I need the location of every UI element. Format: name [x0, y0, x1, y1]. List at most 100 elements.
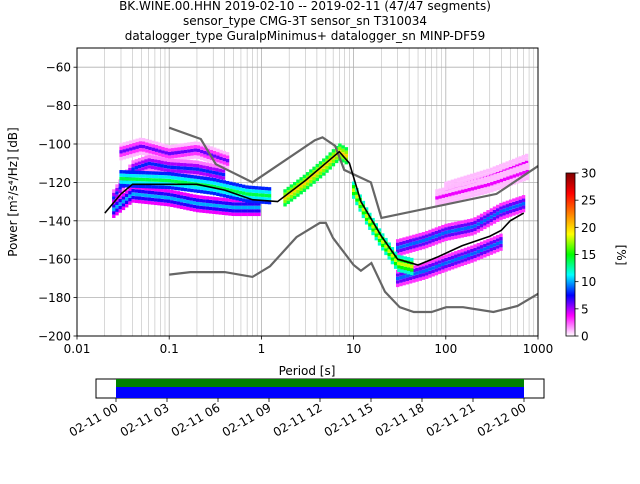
- density-cell: [425, 265, 429, 269]
- density-cell: [493, 174, 497, 178]
- density-cell: [212, 184, 217, 189]
- density-cell: [238, 183, 243, 188]
- density-cell: [122, 173, 127, 178]
- density-cell: [170, 193, 174, 197]
- density-cell: [374, 236, 378, 241]
- density-cell: [190, 141, 194, 146]
- density-cell: [157, 160, 161, 164]
- density-cell: [450, 252, 455, 256]
- density-cell: [132, 149, 136, 154]
- density-cell: [173, 158, 177, 163]
- density-cell: [415, 264, 419, 268]
- density-cell: [473, 258, 477, 262]
- density-cell: [125, 180, 130, 185]
- density-cell: [189, 204, 193, 208]
- density-cell: [518, 206, 523, 210]
- density-cell: [200, 142, 204, 147]
- density-cell: [128, 194, 132, 198]
- density-cell: [418, 243, 422, 247]
- density-cell: [179, 198, 184, 203]
- density-cell: [206, 190, 210, 195]
- density-cell: [480, 177, 484, 182]
- density-cell: [170, 200, 174, 204]
- density-cell: [464, 192, 468, 196]
- density-cell: [412, 241, 416, 246]
- density-cell: [515, 180, 520, 184]
- density-cell: [399, 252, 403, 256]
- density-cell: [212, 150, 217, 155]
- colorbar-tick-label: 0: [581, 330, 589, 344]
- density-cell: [492, 246, 497, 251]
- density-cell: [205, 206, 210, 210]
- density-cell: [470, 245, 474, 249]
- density-cell: [470, 190, 475, 195]
- density-cell: [129, 143, 133, 148]
- density-cell: [137, 199, 142, 204]
- density-cell: [496, 215, 500, 219]
- density-cell: [444, 190, 449, 194]
- density-cell: [202, 206, 206, 210]
- density-cell: [512, 177, 517, 182]
- density-cell: [358, 208, 362, 212]
- density-cell: [128, 168, 132, 172]
- density-cell: [410, 257, 414, 262]
- density-cell: [457, 231, 461, 235]
- density-cell: [476, 218, 481, 223]
- density-cell: [164, 151, 168, 155]
- density-cell: [463, 251, 468, 255]
- density-cell: [247, 205, 252, 210]
- density-cell: [179, 205, 184, 210]
- density-cell: [183, 187, 188, 192]
- density-cell: [189, 163, 193, 167]
- density-cell: [477, 182, 481, 186]
- density-cell: [248, 196, 252, 200]
- density-cell: [151, 181, 156, 186]
- density-cell: [322, 168, 326, 173]
- density-cell: [418, 236, 422, 240]
- density-cell: [232, 192, 236, 197]
- density-cell: [470, 248, 474, 253]
- density-cell: [132, 142, 136, 147]
- density-cell: [195, 160, 200, 164]
- density-cell: [241, 209, 245, 213]
- density-cell: [448, 185, 452, 190]
- density-cell: [521, 208, 526, 213]
- density-cell: [466, 222, 471, 226]
- density-cell: [147, 190, 151, 195]
- timeline-tick-label: 02-11 21: [424, 400, 478, 439]
- density-cell: [154, 178, 159, 182]
- density-cell: [183, 163, 187, 167]
- density-cell: [512, 208, 516, 213]
- density-cell: [160, 167, 164, 171]
- density-cell: [141, 189, 145, 194]
- density-cell: [466, 250, 471, 254]
- density-cell: [328, 152, 332, 156]
- density-cell: [258, 200, 262, 204]
- density-cell: [437, 233, 442, 237]
- density-cell: [496, 176, 500, 180]
- density-cell: [154, 159, 158, 163]
- density-cell: [141, 186, 145, 190]
- density-cell: [147, 197, 151, 201]
- density-cell: [242, 188, 246, 192]
- density-cell: [395, 280, 400, 284]
- density-cell: [254, 212, 258, 217]
- density-cell: [167, 178, 172, 183]
- density-cell: [444, 223, 448, 228]
- x-tick-label: 100: [434, 342, 457, 356]
- density-cell: [151, 174, 156, 179]
- timeline-tick-label: 02-11 09: [220, 400, 274, 439]
- density-cell: [502, 212, 506, 216]
- density-cell: [187, 156, 191, 160]
- density-cell: [315, 167, 320, 171]
- density-cell: [412, 268, 416, 273]
- density-cell: [395, 276, 400, 281]
- density-cell: [190, 174, 194, 179]
- density-cell: [167, 151, 172, 156]
- density-cell: [199, 198, 203, 203]
- density-cell: [225, 191, 230, 195]
- density-cell: [235, 190, 239, 194]
- density-cell: [361, 214, 366, 219]
- density-cell: [199, 161, 203, 165]
